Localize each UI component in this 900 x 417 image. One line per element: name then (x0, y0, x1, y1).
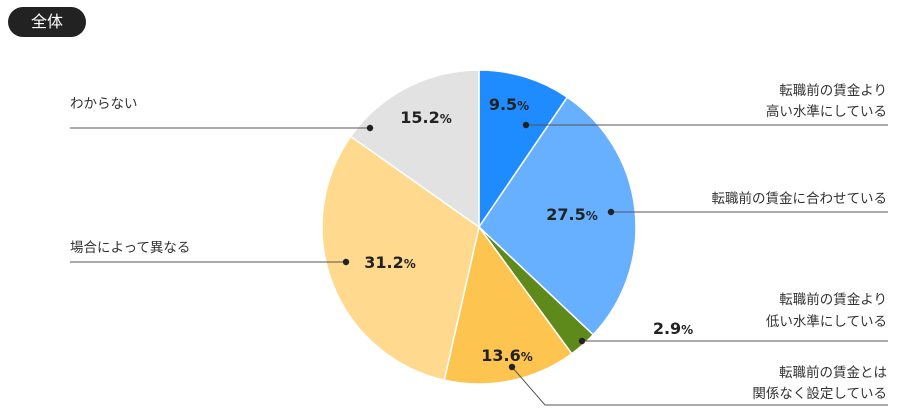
slice-value: 27.5% (546, 205, 598, 224)
category-badge: 全体 (8, 7, 86, 37)
slice-label: 高い水準にしている (766, 103, 887, 120)
slice-label: 転職前の賃金より (779, 291, 887, 308)
slice-value: 13.6% (481, 346, 533, 365)
slice-value: 15.2% (400, 108, 452, 127)
leader-dot (366, 124, 374, 132)
slice-label: わからない (70, 96, 138, 112)
leader-dot (508, 363, 516, 371)
pie-slice (321, 135, 480, 381)
slice-value: 2.9% (653, 319, 693, 338)
slice-label: 転職前の賃金とは (779, 364, 887, 381)
slice-label: 転職前の賃金より (779, 82, 887, 99)
leader-dot (578, 337, 586, 345)
slice-label: 関係なく設定している (752, 386, 887, 402)
slice-label: 場合によって異なる (70, 240, 190, 256)
pie-slice (443, 225, 573, 385)
pie-slice (478, 96, 637, 336)
leader-dot (522, 121, 530, 129)
slice-label: 転職前の賃金に合わせている (712, 190, 888, 207)
slice-label: 低い水準にしている (766, 314, 887, 330)
leader-dot (342, 258, 350, 266)
slice-value: 9.5% (489, 95, 529, 114)
pie-slice (349, 69, 480, 229)
slice-value: 31.2% (364, 253, 416, 272)
pie-slice (478, 69, 569, 230)
leader-dot (607, 208, 615, 216)
leader-line (511, 366, 888, 406)
